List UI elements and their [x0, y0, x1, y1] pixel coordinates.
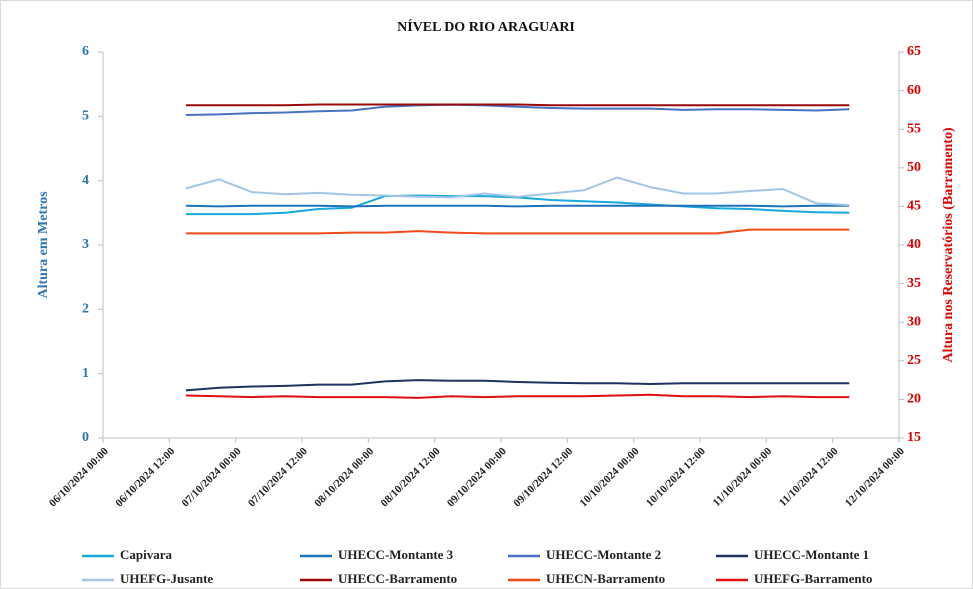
y2-tick-label: 60 [907, 83, 921, 98]
y2-tick-label: 45 [907, 199, 921, 214]
y2-tick-label: 35 [907, 276, 921, 291]
y2-axis-title: Altura nos Reservatórios (Barramento) [941, 127, 956, 363]
legend-label: UHECC-Montante 2 [546, 547, 661, 562]
series-line [185, 228, 850, 235]
series-line [185, 103, 850, 107]
y-tick-label: 6 [82, 44, 89, 59]
series-line [185, 204, 850, 208]
legend-label: UHECN-Barramento [546, 571, 665, 586]
series-line [185, 393, 850, 399]
series-line [185, 379, 850, 392]
y2-tick-label: 25 [907, 353, 921, 368]
y2-tick-label: 30 [907, 314, 921, 329]
legend-label: UHECC-Montante 3 [338, 547, 454, 562]
y2-tick-label: 15 [907, 430, 921, 445]
y2-tick-label: 55 [907, 121, 921, 136]
y2-tick-label: 20 [907, 392, 921, 407]
chart-title: NÍVEL DO RIO ARAGUARI [397, 18, 575, 35]
y2-tick-label: 50 [907, 160, 921, 175]
y-tick-label: 4 [82, 173, 89, 188]
legend-label: UHECC-Barramento [338, 571, 457, 586]
legend-label: UHECC-Montante 1 [754, 547, 869, 562]
legend-label: Capivara [120, 547, 173, 562]
y-tick-label: 5 [82, 109, 89, 124]
y-tick-label: 2 [82, 302, 89, 317]
y2-tick-label: 40 [907, 237, 921, 252]
y-tick-label: 1 [82, 366, 89, 381]
legend-label: UHEFG-Barramento [754, 571, 872, 586]
y-tick-label: 3 [82, 237, 89, 252]
y2-tick-label: 65 [907, 44, 921, 59]
series-line [185, 176, 850, 207]
y-axis-title: Altura em Metros [36, 191, 51, 299]
y-tick-label: 0 [82, 430, 89, 445]
series-line [185, 103, 850, 116]
legend-label: UHEFG-Jusante [120, 571, 213, 586]
